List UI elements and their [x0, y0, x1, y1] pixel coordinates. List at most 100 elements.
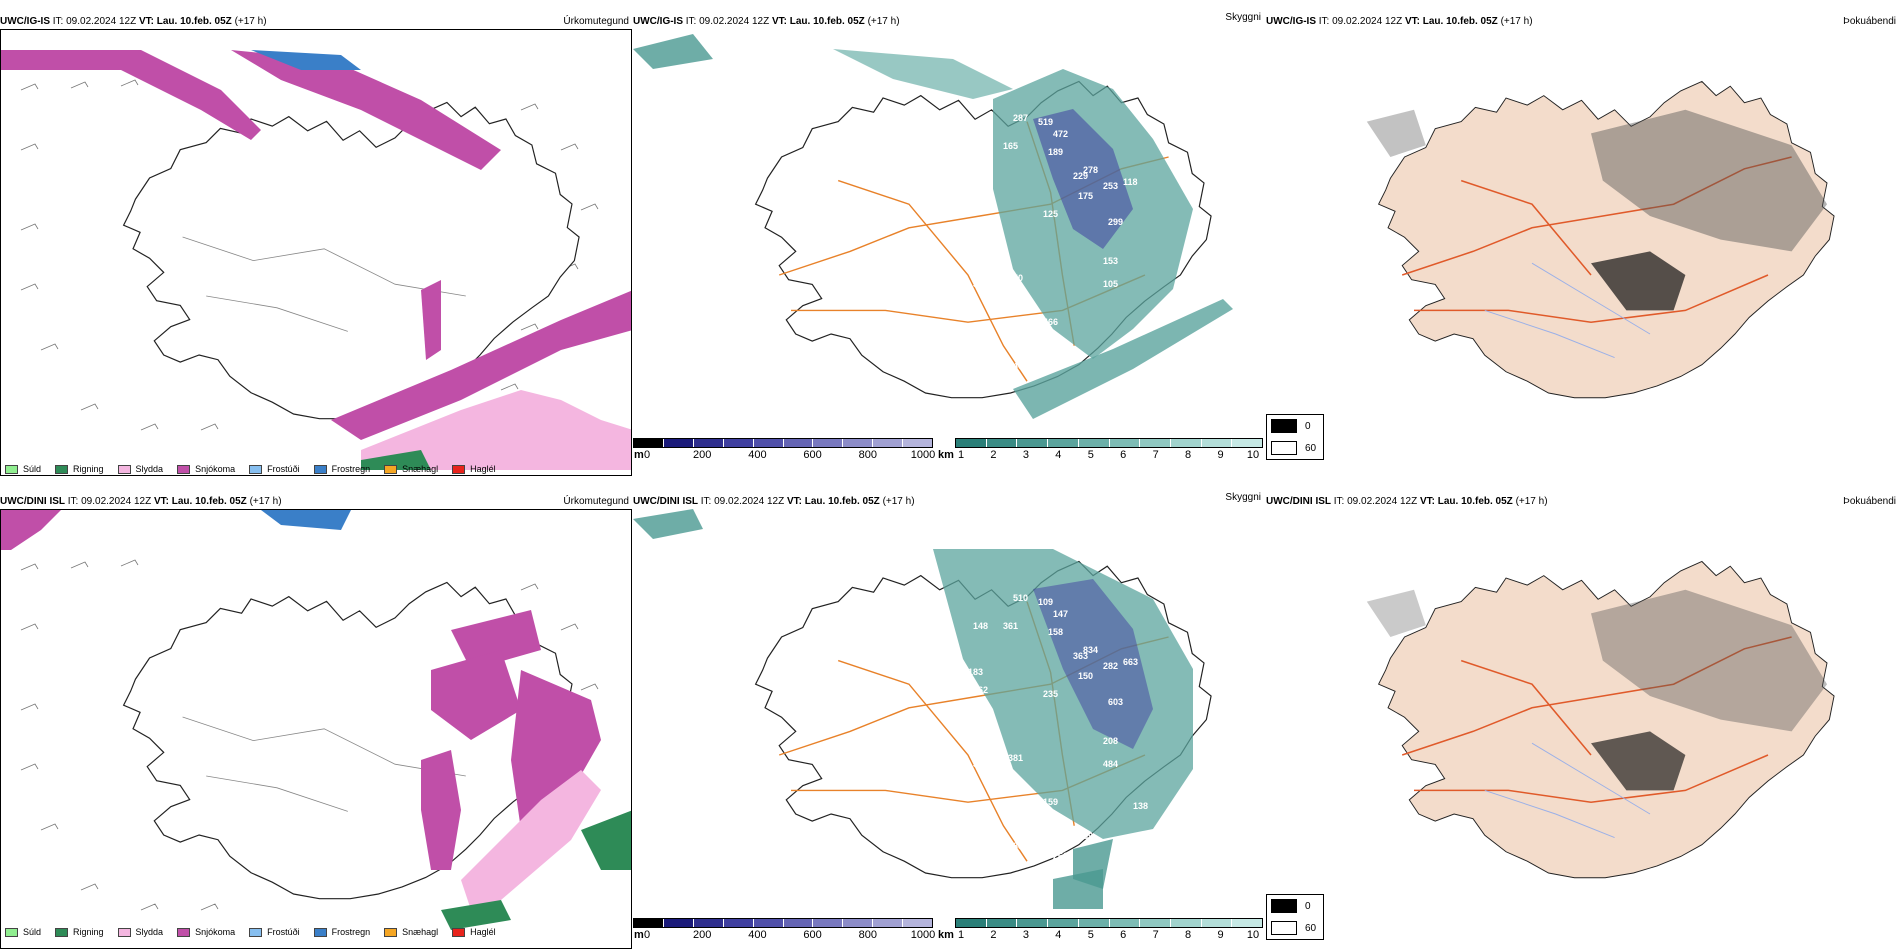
legend-label: Rigning	[73, 927, 104, 937]
low-visibility-area	[933, 549, 1193, 839]
legend-swatch	[55, 927, 69, 937]
colorbar-tick-label: 7	[1152, 449, 1159, 461]
fog-panel: UWC/DINI ISL IT: 09.02.2024 12Z VT: Lau.…	[1266, 496, 1900, 946]
visibility-value-label: 361	[1003, 621, 1018, 631]
legend-item: Súld	[5, 464, 41, 474]
colorbar-cell	[1078, 439, 1110, 447]
legend-label: Snjókoma	[195, 927, 236, 937]
colorbar-tick-label: 6	[1120, 929, 1127, 941]
lead-time: (+17 h)	[1515, 496, 1548, 507]
precip-legend: Súld Rigning Slydda Snjókoma Frostúði Fr…	[5, 461, 510, 475]
legend-item: Slydda	[117, 927, 163, 937]
colorbar-tick-label: 1000	[910, 929, 936, 941]
panel-title: UWC/DINI ISL IT: 09.02.2024 12Z VT: Lau.…	[0, 496, 282, 507]
visibility-value-label: 89	[1083, 831, 1093, 841]
legend-label: Súld	[23, 927, 42, 937]
legend-item: Haglél	[452, 927, 496, 937]
fog-swatch	[1271, 441, 1297, 455]
rain-area	[361, 450, 431, 470]
lead-time: (+17 h)	[1500, 16, 1533, 27]
colorbar-cell	[723, 919, 754, 927]
colorbar-tick-label: 800	[858, 449, 877, 461]
colorbar-tick-label: 2	[990, 929, 997, 941]
visibility-value-label: 253	[1103, 181, 1118, 191]
colorbar-cell	[1048, 919, 1079, 927]
model-name: UWC/DINI ISL	[1266, 496, 1331, 507]
row-0: UWC/IG-IS IT: 09.02.2024 12Z VT: Lau. 10…	[0, 12, 1900, 476]
visibility-value-label: 466	[1043, 317, 1058, 327]
colorbar-unit-km: km	[938, 929, 954, 941]
visibility-value-label: 175	[1078, 191, 1093, 201]
legend-item: Snjókoma	[177, 927, 235, 937]
visibility-colorbar-km: 1 2 3 4 5 6 7 8 9 10	[955, 438, 1263, 462]
vt-label: VT:	[153, 496, 169, 507]
vt-label: VT:	[138, 16, 154, 27]
legend-item: Frostúði	[249, 927, 300, 937]
lead-time: (+17 h)	[234, 16, 267, 27]
vt-label: VT:	[1404, 16, 1420, 27]
colorbar-tick-label: 3	[1022, 449, 1029, 461]
colorbar-cell	[783, 439, 814, 447]
legend-label: Snæhagl	[402, 927, 439, 937]
panel-title: UWC/IG-IS IT: 09.02.2024 12Z VT: Lau. 10…	[633, 16, 900, 27]
legend-label: Snæhagl	[402, 464, 439, 474]
sleet-area	[461, 770, 601, 910]
colorbar-cell	[813, 919, 844, 927]
colorbar-cell	[1170, 439, 1202, 447]
colorbar-cell	[1232, 919, 1263, 927]
visibility-panel: UWC/IG-IS IT: 09.02.2024 12Z VT: Lau. 10…	[633, 12, 1265, 466]
legend-item: Súld	[5, 927, 41, 937]
visibility-value-label: 363	[1073, 651, 1088, 661]
visibility-value-label: 519	[1038, 117, 1053, 127]
visibility-value-label: 332	[968, 187, 983, 197]
colorbar-cell	[663, 439, 694, 447]
visibility-value-label: 346	[973, 759, 988, 769]
wind-barbs	[20, 559, 599, 911]
visibility-value-label: 484	[1103, 759, 1118, 769]
colorbar-tick-label: 3	[1022, 929, 1029, 941]
visibility-value-label: 159	[1043, 797, 1058, 807]
panel-title: UWC/IG-IS IT: 09.02.2024 12Z VT: Lau. 10…	[0, 16, 267, 27]
colorbar-tick-label: 1	[957, 929, 965, 941]
fog-swatch	[1271, 419, 1297, 433]
colorbar-cell	[1017, 919, 1049, 927]
it-label: IT:	[67, 496, 79, 507]
panel-title: UWC/DINI ISL IT: 09.02.2024 12Z VT: Lau.…	[633, 496, 915, 507]
colorbar-tick-label: 200	[693, 929, 712, 941]
colorbar-cell	[663, 919, 694, 927]
colorbar-cell	[956, 919, 987, 927]
visibility-value-label: 153	[1103, 256, 1118, 266]
visibility-value-label: 366	[973, 279, 988, 289]
row-1: UWC/DINI ISL IT: 09.02.2024 12Z VT: Lau.…	[0, 492, 1900, 949]
visibility-colorbar-m: 0 200 400 600 800 1000	[633, 438, 936, 462]
colorbar-tick-label: 7	[1152, 929, 1159, 941]
legend-item: Frostregn	[313, 464, 371, 474]
visibility-colorbar-m: 0 200 400 600 800 1000	[633, 918, 936, 942]
it-label: IT:	[52, 16, 64, 27]
precip-legend: Súld Rigning Slydda Snjókoma Frostúði Fr…	[5, 924, 510, 940]
colorbar-tick-label: 600	[803, 449, 822, 461]
visibility-value-label: 219	[1033, 823, 1048, 833]
panel-title: UWC/DINI ISL IT: 09.02.2024 12Z VT: Lau.…	[1266, 496, 1548, 507]
fog-legend-item: 0	[1267, 895, 1323, 917]
variable-name: Úrkomutegund	[563, 16, 629, 27]
colorbar-cell	[956, 439, 987, 447]
visibility-value-label: 857	[1013, 841, 1028, 851]
colorbar-cell	[1170, 919, 1202, 927]
colorbar-unit-m: m	[634, 929, 644, 941]
model-name: UWC/DINI ISL	[0, 496, 65, 507]
colorbar-tick-label: 1000	[910, 449, 936, 461]
visibility-value-label: 158	[1048, 627, 1063, 637]
visibility-value-label: 235	[1043, 689, 1058, 699]
colorbar-tick-label: 4	[1055, 929, 1062, 941]
colorbar-tick-label: 200	[693, 449, 712, 461]
it-value: 09.02.2024 12Z	[714, 496, 785, 507]
legend-label: Frostregn	[331, 464, 371, 474]
visibility-value-label: 147	[1053, 609, 1068, 619]
fog-legend-value: 60	[1305, 442, 1317, 454]
panel-title: UWC/IG-IS IT: 09.02.2024 12Z VT: Lau. 10…	[1266, 16, 1533, 27]
colorbar-tick-label: 6	[1120, 449, 1127, 461]
colorbar-tick-label: 10	[1246, 449, 1260, 461]
colorbar-cell	[1140, 919, 1171, 927]
colorbar-cell	[753, 439, 784, 447]
